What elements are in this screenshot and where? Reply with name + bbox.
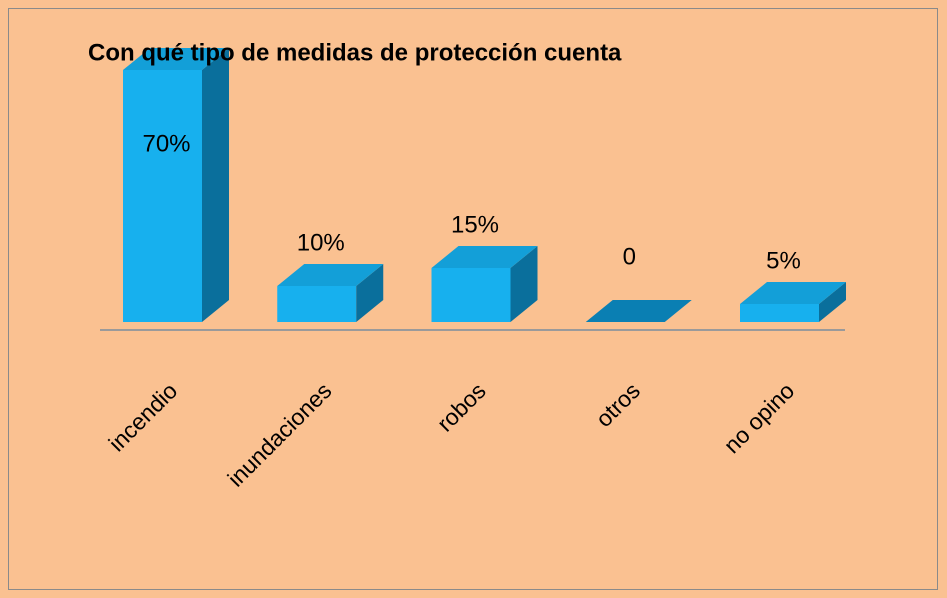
floor-line bbox=[100, 329, 845, 331]
bar-side bbox=[356, 264, 384, 322]
bar-top bbox=[585, 300, 692, 322]
value-label: 10% bbox=[297, 229, 345, 256]
chart-title: Con qué tipo de medidas de protección cu… bbox=[88, 39, 622, 66]
bar-front bbox=[740, 304, 819, 322]
value-label: 15% bbox=[451, 211, 499, 238]
chart-border bbox=[8, 8, 938, 590]
bar-front bbox=[431, 268, 511, 322]
bar-top bbox=[123, 48, 229, 70]
bar-front bbox=[123, 70, 202, 322]
bar-top bbox=[740, 282, 846, 304]
bar-side bbox=[510, 246, 538, 322]
value-label: 0 bbox=[623, 243, 636, 270]
value-label: 5% bbox=[766, 247, 801, 274]
bar-top bbox=[277, 264, 384, 286]
value-label: 70% bbox=[142, 130, 190, 157]
bars bbox=[123, 48, 846, 322]
bar-side bbox=[819, 282, 846, 322]
bar-top bbox=[431, 246, 538, 268]
bar-front bbox=[277, 286, 357, 322]
bar-side bbox=[202, 48, 229, 322]
